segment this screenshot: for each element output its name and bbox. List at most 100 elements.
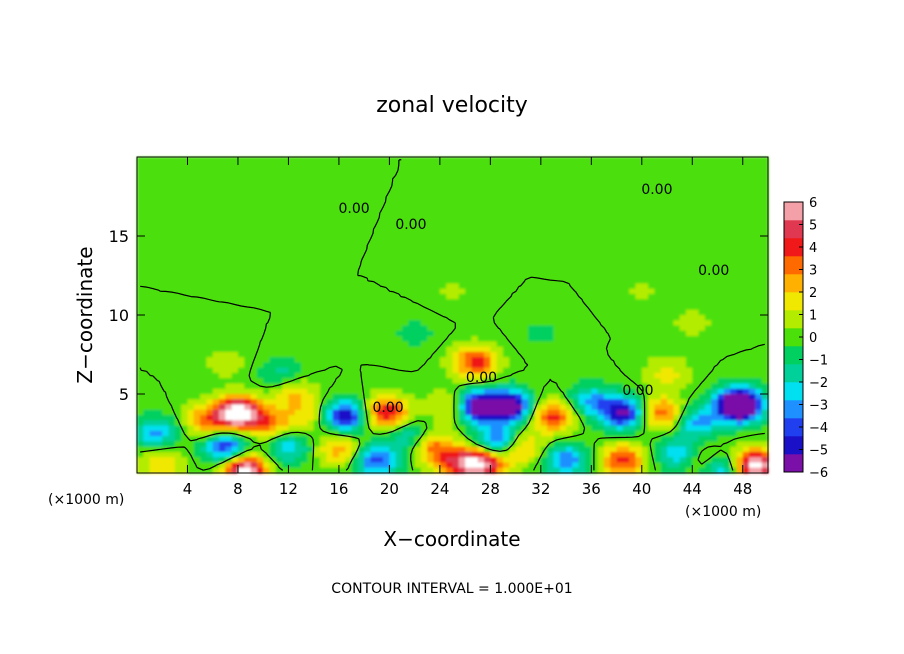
heatmap-cell <box>603 351 611 358</box>
heatmap-cell <box>351 362 359 369</box>
heatmap-cell <box>420 320 428 327</box>
heatmap-cell <box>566 267 573 274</box>
heatmap-cell <box>174 336 182 342</box>
heatmap-cell <box>168 199 176 205</box>
heatmap-cell <box>446 278 454 284</box>
heatmap-cell <box>231 220 239 227</box>
heatmap-cell <box>137 330 144 337</box>
heatmap-cell <box>143 409 151 416</box>
heatmap-cell <box>263 299 271 306</box>
heatmap-cell <box>755 162 763 169</box>
heatmap-cell <box>673 415 681 421</box>
heatmap-cell <box>572 383 580 390</box>
heatmap-cell <box>345 272 353 279</box>
heatmap-cell <box>509 336 517 342</box>
heatmap-cell <box>572 341 580 348</box>
heatmap-cell <box>452 278 460 284</box>
heatmap-cell <box>540 399 548 406</box>
heatmap-cell <box>553 293 561 300</box>
heatmap-cell <box>288 315 296 321</box>
heatmap-cell <box>351 299 359 306</box>
heatmap-cell <box>547 225 555 232</box>
heatmap-cell <box>717 162 725 169</box>
heatmap-cell <box>685 204 693 211</box>
heatmap-cell <box>168 251 176 258</box>
heatmap-cell <box>736 172 744 179</box>
heatmap-cell <box>616 193 624 200</box>
heatmap-cell <box>414 172 422 179</box>
heatmap-cell <box>673 399 681 406</box>
heatmap-cell <box>187 251 195 258</box>
heatmap-cell <box>275 230 283 237</box>
heatmap-cell <box>698 209 706 216</box>
heatmap-cell <box>698 383 706 390</box>
heatmap-cell <box>174 346 182 353</box>
heatmap-cell <box>162 193 170 200</box>
heatmap-cell <box>408 236 416 242</box>
heatmap-cell <box>212 330 220 337</box>
heatmap-cell <box>143 157 151 163</box>
heatmap-cell <box>484 204 491 211</box>
heatmap-cell <box>591 157 599 163</box>
heatmap-cell <box>402 236 409 242</box>
heatmap-cell <box>275 357 283 363</box>
heatmap-cell <box>717 183 725 190</box>
heatmap-cell <box>465 415 473 421</box>
heatmap-cell <box>250 325 258 332</box>
heatmap-cell <box>723 188 731 195</box>
heatmap-cell <box>174 309 182 316</box>
heatmap-cell <box>685 378 693 385</box>
heatmap-cell <box>301 236 308 242</box>
heatmap-cell <box>301 167 308 174</box>
heatmap-cell <box>376 320 384 327</box>
heatmap-cell <box>679 330 687 337</box>
heatmap-cell <box>332 183 340 190</box>
heatmap-cell <box>357 309 365 316</box>
heatmap-cell <box>256 388 264 395</box>
heatmap-cell <box>597 372 605 379</box>
heatmap-cell <box>275 351 283 358</box>
heatmap-cell <box>313 367 321 374</box>
heatmap-cell <box>547 383 555 390</box>
heatmap-cell <box>622 415 630 421</box>
heatmap-cell <box>446 220 454 227</box>
heatmap-cell <box>137 293 144 300</box>
heatmap-cell <box>288 167 296 174</box>
heatmap-cell <box>534 246 542 253</box>
heatmap-cell <box>187 209 195 216</box>
heatmap-cell <box>301 267 308 274</box>
heatmap-cell <box>572 167 580 174</box>
heatmap-cell <box>502 241 510 248</box>
heatmap-cell <box>629 241 637 248</box>
heatmap-cell <box>585 330 592 337</box>
heatmap-cell <box>616 257 624 263</box>
heatmap-cell <box>578 188 586 195</box>
heatmap-cell <box>635 409 643 416</box>
heatmap-cell <box>155 362 163 369</box>
heatmap-cell <box>458 214 466 221</box>
heatmap-cell <box>521 272 529 279</box>
heatmap-cell <box>282 351 290 358</box>
heatmap-cell <box>484 257 491 263</box>
heatmap-cell <box>446 293 454 300</box>
heatmap-cell <box>383 283 390 290</box>
heatmap-cell <box>629 367 637 374</box>
heatmap-cell <box>137 246 144 253</box>
heatmap-cell <box>749 304 756 311</box>
heatmap-cell <box>502 293 510 300</box>
heatmap-cell <box>509 372 517 379</box>
heatmap-cell <box>263 251 271 258</box>
heatmap-cell <box>244 225 252 232</box>
heatmap-cell <box>547 409 555 416</box>
heatmap-cell <box>616 341 624 348</box>
heatmap-cell <box>667 214 674 221</box>
heatmap-cell <box>414 220 422 227</box>
heatmap-cell <box>307 288 315 295</box>
heatmap-cell <box>749 267 756 274</box>
heatmap-cell <box>509 346 517 353</box>
heatmap-cell <box>187 267 195 274</box>
heatmap-cell <box>622 357 630 363</box>
heatmap-cell <box>502 399 510 406</box>
heatmap-cell <box>572 225 580 232</box>
heatmap-cell <box>288 299 296 306</box>
